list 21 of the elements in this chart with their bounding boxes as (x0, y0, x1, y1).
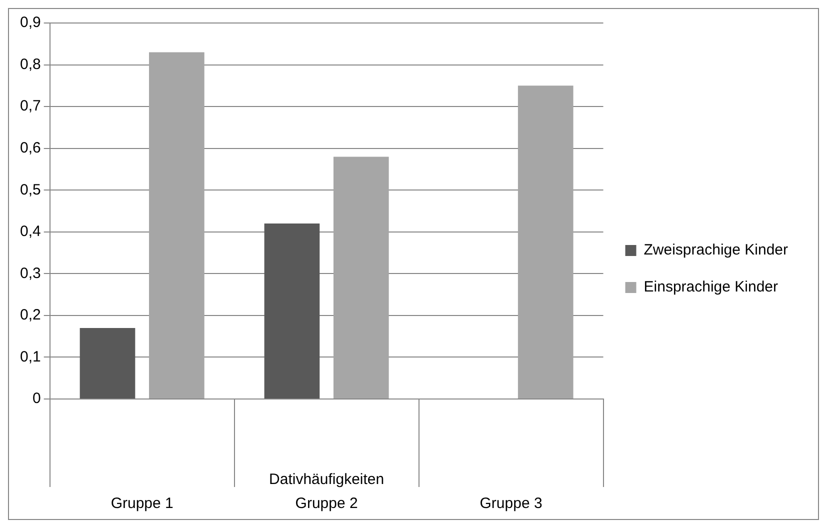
legend-label: Zweisprachige Kinder (644, 242, 788, 259)
y-tick-label: 0 (32, 390, 41, 408)
bar (333, 156, 389, 398)
x-tick-label: Gruppe 2 (295, 495, 358, 512)
y-tick-label: 0,1 (20, 348, 41, 366)
y-tick-label: 0,7 (20, 98, 41, 115)
y-tick-label: 0,2 (20, 306, 41, 324)
bar (80, 328, 136, 398)
legend-label: Einsprachige Kinder (644, 278, 778, 296)
x-tick-label: Gruppe 3 (480, 495, 542, 512)
y-tick-label: 0,8 (20, 56, 41, 73)
y-tick-label: 0,9 (20, 14, 41, 32)
y-tick-label: 0,6 (20, 139, 41, 156)
bar (518, 86, 574, 398)
bar (264, 224, 320, 398)
bar (149, 52, 204, 398)
x-axis-title: Dativhäufigkeiten (269, 471, 384, 488)
y-tick-label: 0,4 (20, 223, 41, 240)
y-tick-label: 0,3 (20, 264, 41, 282)
y-tick-label: 0,5 (20, 181, 41, 198)
x-tick-label: Gruppe 1 (110, 495, 174, 512)
